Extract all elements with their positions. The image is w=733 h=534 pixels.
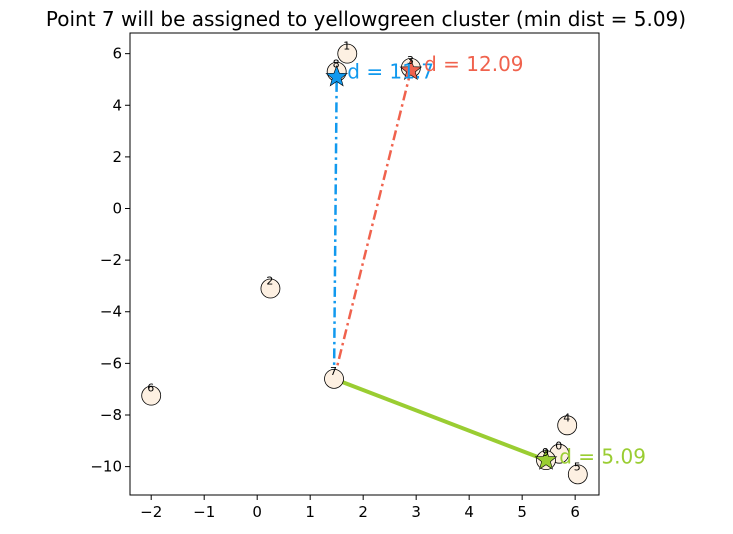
distance-label-3: d = 12.09 [424, 52, 523, 76]
x-tick-label: 3 [411, 503, 421, 521]
centroid-8 [325, 65, 348, 87]
x-tick-label: −2 [140, 503, 162, 521]
distance-label-9: d = 5.09 [559, 444, 646, 468]
x-tick-label: −1 [193, 503, 215, 521]
x-tick-label: 4 [464, 503, 474, 521]
y-tick-label: 6 [112, 45, 122, 63]
axes-frame [129, 32, 600, 496]
centroid-9 [534, 448, 558, 470]
data-point-5 [567, 464, 588, 485]
chart-title: Point 7 will be assigned to yellowgreen … [46, 7, 686, 31]
y-axis: −10 −8 −6 −4 −2 0 2 4 6 [90, 45, 130, 476]
x-tick-label: 5 [517, 503, 527, 521]
y-tick-label: 0 [112, 200, 122, 218]
y-tick-label: −8 [100, 406, 122, 424]
point-label: 1 [343, 40, 350, 53]
centroid-3 [399, 58, 423, 81]
y-tick-label: −4 [100, 303, 122, 321]
point-label: 3 [407, 54, 414, 67]
point-label: 5 [574, 460, 581, 473]
x-tick-label: 2 [358, 503, 368, 521]
y-tick-label: −10 [90, 458, 122, 476]
data-point-4 [557, 415, 578, 436]
point-label: 7 [330, 365, 337, 378]
distance-line-8 [332, 76, 338, 379]
data-point-6 [141, 385, 162, 406]
distance-line-9 [333, 376, 547, 463]
data-point-1 [337, 43, 358, 64]
point-label: 0 [555, 440, 562, 453]
distance-label-8: d = 11.7 [347, 60, 434, 84]
x-tick-label: 6 [570, 503, 580, 521]
y-tick-label: 2 [112, 148, 122, 166]
point-label: 2 [266, 275, 273, 288]
plot-area: 0 1 2 3 4 5 6 7 8 9 d = 11.7d = 12.09 d = 5.09 [141, 40, 646, 485]
point-label: 8 [333, 58, 340, 71]
x-tick-label: 1 [305, 503, 315, 521]
point-label: 4 [563, 411, 570, 424]
x-tick-label: 0 [252, 503, 262, 521]
point-label: 6 [147, 382, 154, 395]
distance-line-3 [332, 70, 413, 380]
data-point-7 [324, 368, 344, 389]
data-point-2 [260, 278, 281, 299]
y-tick-label: −2 [100, 251, 122, 269]
y-tick-label: 4 [112, 96, 122, 114]
y-tick-label: −6 [100, 354, 122, 372]
x-axis: −2 −1 0 1 2 3 4 5 6 [140, 495, 580, 521]
point-label: 9 [542, 446, 549, 459]
